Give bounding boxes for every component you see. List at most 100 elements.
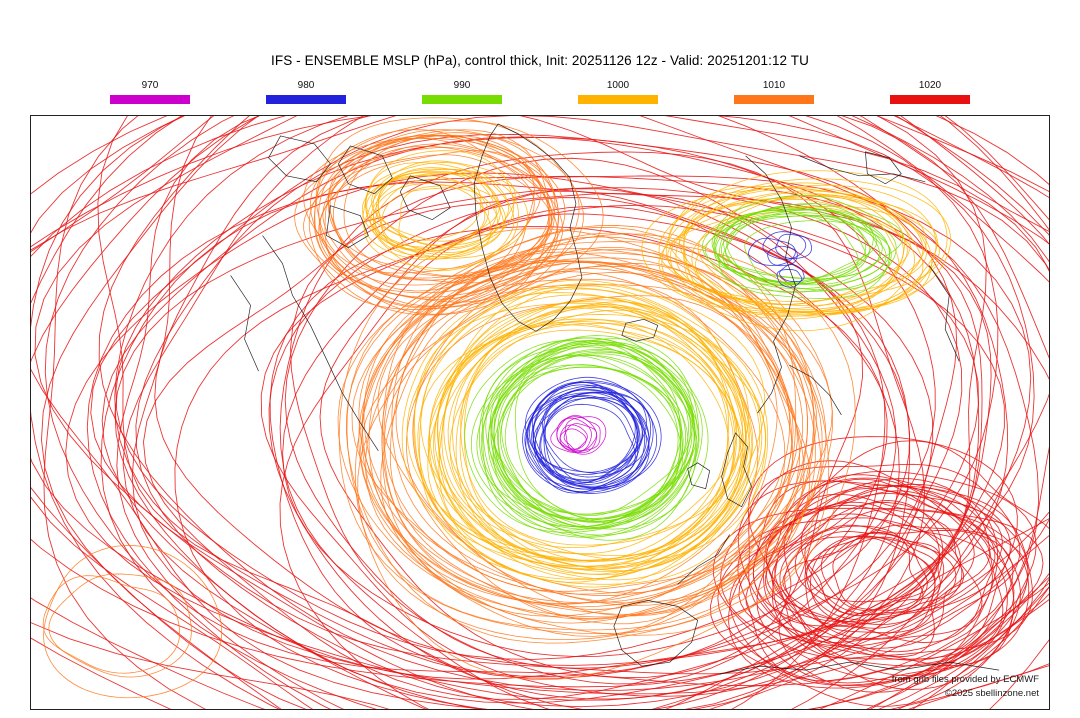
contour-line — [329, 147, 553, 284]
contour-line — [476, 346, 695, 528]
legend-item-1020: 1020 — [890, 80, 970, 104]
contour-line — [420, 294, 746, 568]
contour-line — [322, 129, 551, 292]
contour-line — [542, 386, 643, 473]
contour-line — [114, 116, 999, 679]
contour-line — [438, 301, 767, 581]
contour-line — [771, 478, 996, 643]
contour-line — [756, 440, 1049, 660]
contour-line — [345, 252, 822, 644]
contour-line — [324, 154, 553, 294]
contour-line — [374, 178, 486, 251]
contour-line — [43, 545, 223, 699]
contour-line — [683, 194, 904, 307]
legend-color-bar — [110, 95, 190, 104]
ensemble-contour-map — [31, 116, 1049, 709]
contour-line — [491, 337, 696, 515]
contour-line — [658, 205, 916, 332]
contour-line — [417, 309, 753, 588]
contour-line — [525, 376, 647, 481]
contour-line — [438, 303, 750, 570]
contour-line — [776, 269, 803, 288]
contour-line — [556, 416, 598, 454]
contour-line — [230, 275, 259, 372]
chart-title: IFS - ENSEMBLE MSLP (hPa), control thick… — [271, 53, 809, 68]
contour-line — [559, 428, 587, 451]
contour-line — [98, 116, 1049, 691]
legend-color-bar — [890, 95, 970, 104]
contour-line — [279, 151, 925, 709]
contour-line — [928, 265, 960, 362]
contour-line — [114, 187, 963, 709]
contour-line — [658, 170, 948, 302]
contour-line — [832, 536, 938, 611]
legend-label: 980 — [297, 80, 315, 91]
contour-line — [31, 116, 1049, 709]
contour-line — [377, 262, 778, 594]
contour-line — [143, 175, 983, 700]
contour-line — [419, 288, 754, 580]
contour-line — [361, 233, 797, 617]
contour-line — [864, 151, 902, 185]
contour-line — [31, 116, 1049, 709]
contour-line — [729, 487, 1044, 682]
contour-line — [31, 116, 1049, 709]
contour-line — [550, 417, 592, 453]
contour-line — [429, 285, 769, 567]
contour-line — [762, 231, 807, 260]
contour-line — [564, 416, 607, 455]
contour-line — [154, 116, 992, 666]
contour-line — [534, 389, 654, 493]
contour-line — [800, 501, 963, 616]
contour-line — [711, 209, 874, 279]
contour-line — [539, 396, 650, 489]
contour-line — [665, 185, 928, 306]
contour-line — [669, 195, 905, 320]
contour-line — [318, 150, 559, 315]
contour-line — [368, 278, 759, 605]
contour-line — [268, 197, 900, 700]
contour-line — [135, 133, 1009, 708]
contour-line — [621, 318, 659, 342]
legend-color-bar — [266, 95, 346, 104]
contour-line — [490, 340, 689, 528]
contour-line — [327, 135, 556, 279]
contour-line — [753, 480, 993, 653]
contour-line — [487, 366, 679, 520]
contour-line — [441, 306, 744, 549]
contour-line — [694, 192, 924, 310]
contour-line — [100, 181, 1049, 709]
contour-line — [314, 120, 604, 303]
contour-line — [31, 116, 958, 688]
legend-item-970: 970 — [110, 80, 190, 104]
legend-label: 970 — [141, 80, 159, 91]
contour-line — [713, 208, 871, 284]
contour-line — [747, 436, 1018, 661]
legend-item-980: 980 — [266, 80, 346, 104]
contour-line — [449, 319, 736, 560]
legend-color-bar — [422, 95, 502, 104]
contour-line — [712, 507, 1030, 684]
contour-line — [479, 338, 699, 537]
contour-line — [499, 364, 684, 521]
contour-line — [715, 210, 867, 286]
contour-line — [613, 600, 699, 667]
contour-line — [268, 135, 331, 183]
contour-line — [779, 536, 936, 625]
contour-line — [473, 123, 583, 332]
contour-line — [260, 205, 911, 697]
contour-line — [721, 432, 752, 508]
contour-line — [434, 299, 729, 563]
legend-color-bar — [578, 95, 658, 104]
contour-line — [377, 168, 529, 260]
contour-line — [488, 341, 703, 541]
contour-line — [433, 283, 751, 580]
contour-line — [748, 237, 796, 266]
contour-line — [527, 381, 639, 482]
contour-line — [501, 366, 682, 529]
contour-line — [504, 343, 694, 517]
legend-item-1010: 1010 — [734, 80, 814, 104]
contour-line — [485, 337, 698, 528]
contour-line — [90, 116, 1049, 709]
